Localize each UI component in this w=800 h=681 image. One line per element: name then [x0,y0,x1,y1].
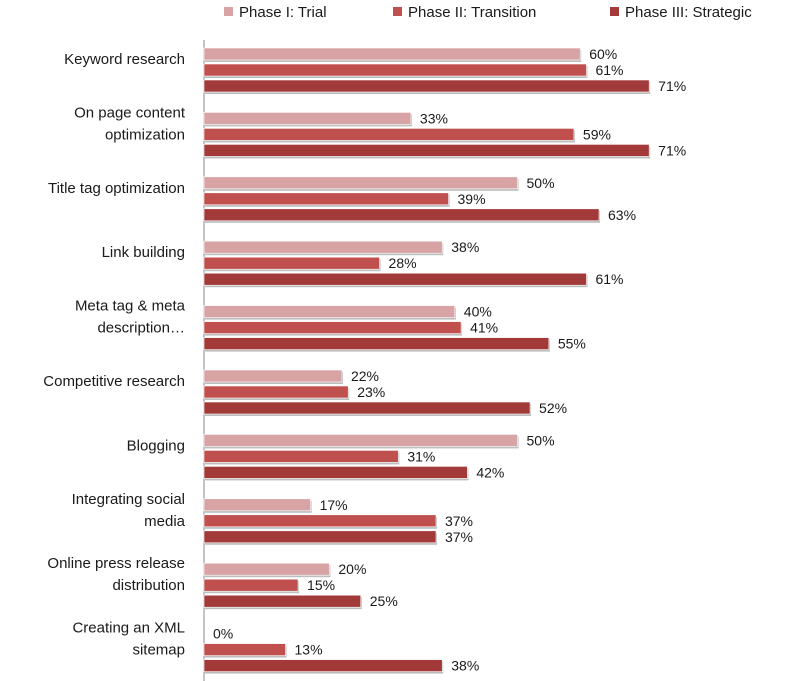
category-label: Competitive research [43,373,185,390]
bar [203,562,330,576]
data-label: 23% [357,384,385,400]
bar [203,450,399,463]
legend-swatch [393,7,402,16]
bar [203,434,518,447]
data-label: 71% [658,78,686,94]
bar [203,514,437,528]
data-label: 50% [527,432,555,448]
bar [203,659,443,672]
data-label: 0% [213,626,233,642]
legend-swatch [224,7,233,16]
data-label: 55% [558,336,586,352]
category-label: Integrating social media [72,491,186,530]
bar [203,466,468,479]
bar [203,401,531,415]
bar [203,256,380,270]
category-label: Title tag optimization [48,180,185,197]
category-label: Creating an XML sitemap [72,620,185,659]
data-label: 50% [527,175,555,191]
bar [203,208,600,222]
category-label: Online press release distribution [47,555,185,594]
data-label: 38% [451,239,479,255]
data-label: 40% [464,304,492,320]
bar [203,176,518,190]
legend: Phase I: Trial Phase II: Transition Phase … [224,4,752,21]
bar [203,63,587,77]
category-label: On page content optimization [74,104,186,143]
legend-label: Phase III: Strategic [625,4,752,21]
bar [203,498,311,512]
category-labels: Keyword research On page content optimizat… [43,51,186,659]
bar [203,578,299,592]
bar [203,112,412,125]
data-label: 17% [320,497,348,513]
bar [203,305,456,318]
legend-label: Phase II: Transition [408,4,536,21]
data-label: 71% [658,142,686,158]
category-label: Link building [102,244,185,261]
bar [203,530,437,544]
data-label: 25% [370,593,398,609]
data-label: 38% [451,658,479,674]
bar [203,240,443,254]
data-label: 60% [589,46,617,62]
bar [203,321,462,334]
bar [203,128,575,141]
category-label: Keyword research [64,51,185,68]
bar [203,369,343,383]
bars: 60%61%71%33%59%71%50%39%63%38%28%61%40%4… [203,46,686,674]
bar [203,337,550,350]
bar [203,144,650,157]
data-label: 61% [595,62,623,78]
data-label: 22% [351,368,379,384]
data-label: 41% [470,320,498,336]
data-label: 39% [458,191,486,207]
data-label: 33% [420,110,448,126]
data-label: 37% [445,513,473,529]
data-label: 61% [595,271,623,287]
data-label: 31% [407,448,435,464]
legend-label: Phase I: Trial [239,4,327,21]
bar [203,47,581,61]
data-label: 59% [583,126,611,142]
bar [203,643,286,656]
data-label: 37% [445,529,473,545]
bar [203,79,650,93]
category-label: Meta tag & meta description… [75,298,186,337]
data-label: 20% [338,561,366,577]
data-label: 52% [539,400,567,416]
bar [203,594,362,608]
data-label: 42% [476,464,504,480]
data-label: 63% [608,207,636,223]
bar [203,272,587,286]
data-label: 15% [307,577,335,593]
data-label: 13% [295,642,323,658]
bar [203,385,349,399]
category-label: Blogging [127,437,185,454]
data-label: 28% [389,255,417,271]
legend-swatch [610,7,619,16]
bar [203,192,449,206]
